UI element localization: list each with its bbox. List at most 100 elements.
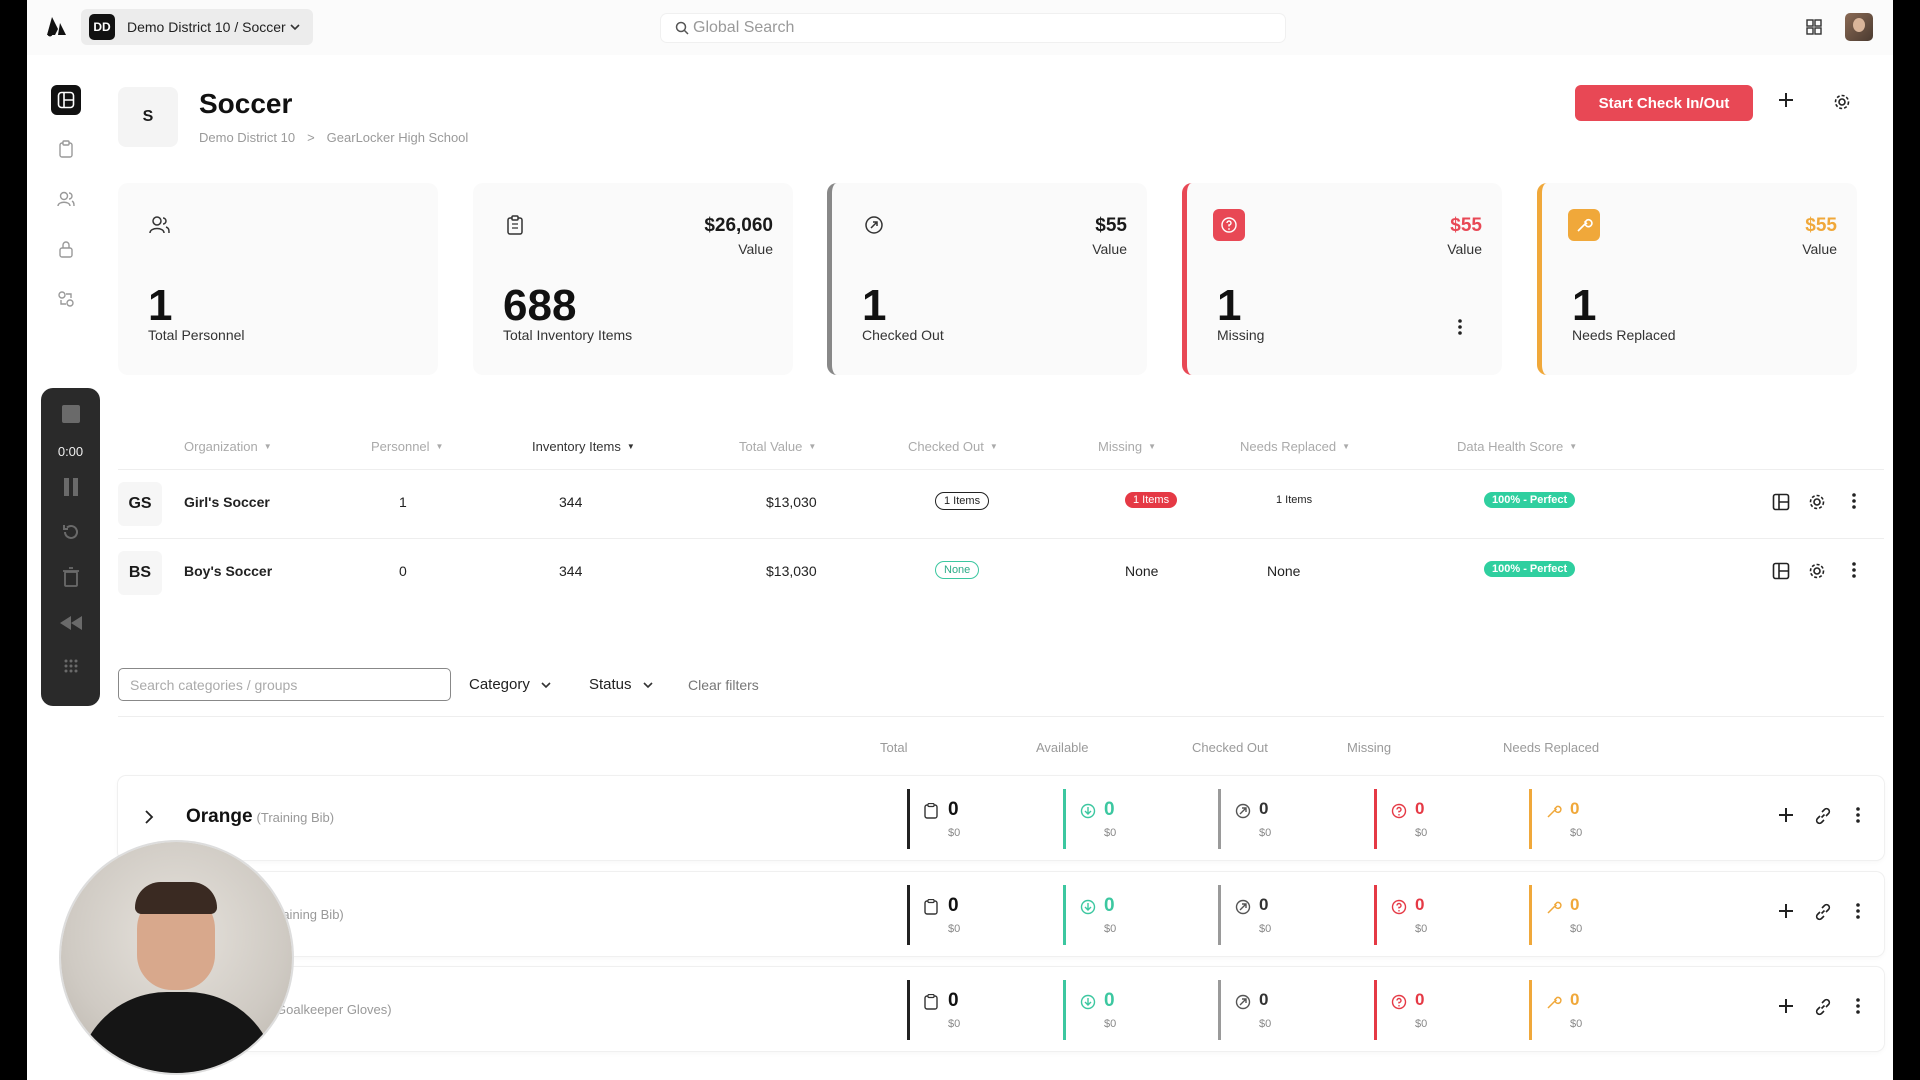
column-header-total-value[interactable]: Total Value ▼ <box>739 439 817 454</box>
column-header-inventory-items[interactable]: Inventory Items ▼ <box>532 439 635 454</box>
column-header-organization[interactable]: Organization ▼ <box>184 439 272 454</box>
missing-badge[interactable]: 1 Items <box>1125 492 1178 508</box>
kebab-menu-icon[interactable] <box>1856 903 1860 919</box>
dashboard-icon[interactable] <box>1772 493 1790 511</box>
category-type: (Training Bib) <box>256 810 335 825</box>
metric-checked-out: 0 $0 <box>1218 980 1271 1040</box>
category-row[interactable]: Orange (Training Bib) 0 $0 0 $0 0 $0 0 $0… <box>118 776 1884 860</box>
metric-total: 0 $0 <box>907 789 960 849</box>
question-icon <box>1391 994 1407 1015</box>
stat-needs-replaced[interactable]: $55 Value 1 Needs Replaced <box>1537 183 1857 375</box>
pause-record-button[interactable] <box>41 478 100 496</box>
health-score-badge: 100% - Perfect <box>1484 561 1576 577</box>
gear-icon[interactable] <box>1808 562 1826 580</box>
table-row[interactable]: GS Girl's Soccer 1 344 $13,030 1 Items 1… <box>118 469 1884 537</box>
restart-icon <box>61 522 81 542</box>
gear-icon[interactable] <box>1833 93 1851 111</box>
screen-recorder-widget: 0:00 <box>41 388 100 706</box>
stat-value-label: Value <box>1092 241 1127 257</box>
metric-total: 0 $0 <box>907 980 960 1040</box>
kebab-menu-icon[interactable] <box>1856 998 1860 1014</box>
webcam-overlay[interactable] <box>61 842 292 1073</box>
stat-count: 1 <box>148 281 173 330</box>
kebab-menu-icon[interactable] <box>1856 807 1860 823</box>
column-header-checked-out[interactable]: Checked Out ▼ <box>908 439 998 454</box>
inventory-count: 344 <box>559 563 583 579</box>
stat-missing[interactable]: $55 Value 1 Missing <box>1182 183 1502 375</box>
sidebar-personnel[interactable] <box>51 184 81 214</box>
kebab-menu-icon[interactable] <box>1852 562 1856 578</box>
lock-icon <box>58 240 74 258</box>
org-badge: DD <box>89 14 115 40</box>
organization-switcher[interactable]: DD Demo District 10 / Soccer <box>81 9 313 45</box>
checkout-icon <box>858 209 890 241</box>
stat-count: 1 <box>1572 281 1597 330</box>
sidebar-lockers[interactable] <box>51 234 81 264</box>
checked-out-badge[interactable]: 1 Items <box>935 492 990 510</box>
link-icon[interactable] <box>1814 998 1832 1016</box>
sidebar-dashboard[interactable] <box>51 85 81 115</box>
recorder-more-button[interactable] <box>41 658 100 674</box>
stop-record-button[interactable] <box>41 405 100 423</box>
users-icon <box>57 191 75 207</box>
stat-total-inventory[interactable]: $26,060 Value 688 Total Inventory Items <box>473 183 793 375</box>
stat-value: $55 <box>1805 215 1837 236</box>
stat-total-personnel[interactable]: 1 Total Personnel <box>118 183 438 375</box>
category-row[interactable]: Goalkeeper Gloves) 0 $0 0 $0 0 $0 0 $0 0… <box>118 967 1884 1051</box>
kebab-menu-icon[interactable] <box>1852 493 1856 509</box>
stop-icon <box>61 405 80 423</box>
add-icon[interactable] <box>1778 92 1794 108</box>
category-name[interactable]: Orange (Training Bib) <box>186 806 335 827</box>
category-filter-dropdown[interactable]: Category <box>469 676 552 693</box>
health-score-badge: 100% - Perfect <box>1484 492 1576 508</box>
delete-record-button[interactable] <box>41 567 100 587</box>
restart-record-button[interactable] <box>41 522 100 542</box>
wrench-icon <box>1546 803 1562 824</box>
gear-icon[interactable] <box>1808 493 1826 511</box>
app-logo-icon[interactable] <box>45 17 67 37</box>
start-check-in-out-button[interactable]: Start Check In/Out <box>1575 85 1753 121</box>
divider <box>118 716 1884 717</box>
kebab-menu-icon[interactable] <box>1458 319 1462 335</box>
link-icon[interactable] <box>1814 807 1832 825</box>
global-search-input[interactable] <box>693 19 1285 37</box>
rewind-icon <box>59 616 82 630</box>
metric-needs-replaced: 0 $0 <box>1529 885 1582 945</box>
sort-caret-icon: ▼ <box>1342 442 1351 451</box>
stat-label: Total Personnel <box>148 327 245 343</box>
clear-filters-link[interactable]: Clear filters <box>688 677 759 693</box>
global-search[interactable] <box>661 14 1285 42</box>
qr-grid-icon[interactable] <box>1806 19 1822 35</box>
breadcrumb-school[interactable]: GearLocker High School <box>326 130 469 145</box>
sort-caret-icon: ▼ <box>989 442 998 451</box>
table-row[interactable]: BS Boy's Soccer 0 344 $13,030 None None … <box>118 538 1884 606</box>
add-icon[interactable] <box>1778 998 1794 1014</box>
status-filter-dropdown[interactable]: Status <box>589 676 654 693</box>
dashboard-icon[interactable] <box>1772 562 1790 580</box>
needs-replaced-value: None <box>1267 563 1301 579</box>
chevron-down-icon <box>540 679 552 691</box>
sort-caret-icon: ▼ <box>626 442 635 451</box>
rewind-button[interactable] <box>41 616 100 630</box>
org-name[interactable]: Boy's Soccer <box>184 563 273 579</box>
download-circle-icon <box>1080 994 1096 1015</box>
category-search-input[interactable] <box>118 668 451 701</box>
sidebar-inventory[interactable] <box>51 134 81 164</box>
column-header-personnel[interactable]: Personnel ▼ <box>371 439 444 454</box>
column-header-missing[interactable]: Missing ▼ <box>1098 439 1156 454</box>
org-name[interactable]: Girl's Soccer <box>184 494 270 510</box>
stat-checked-out[interactable]: $55 Value 1 Checked Out <box>827 183 1147 375</box>
column-header-needs-replaced[interactable]: Needs Replaced ▼ <box>1240 439 1351 454</box>
category-row[interactable]: raining Bib) 0 $0 0 $0 0 $0 0 $0 0 $0 <box>118 872 1884 956</box>
link-icon[interactable] <box>1814 903 1832 921</box>
add-icon[interactable] <box>1778 807 1794 823</box>
clipboard-icon <box>924 802 938 824</box>
sidebar-exchange[interactable] <box>51 284 81 314</box>
column-header-data-health-score[interactable]: Data Health Score ▼ <box>1457 439 1578 454</box>
chevron-right-icon[interactable] <box>144 810 154 824</box>
checkout-icon <box>1235 803 1251 824</box>
user-avatar[interactable] <box>1845 13 1873 41</box>
breadcrumb-district[interactable]: Demo District 10 <box>199 130 296 145</box>
add-icon[interactable] <box>1778 903 1794 919</box>
stat-label: Total Inventory Items <box>503 327 633 343</box>
